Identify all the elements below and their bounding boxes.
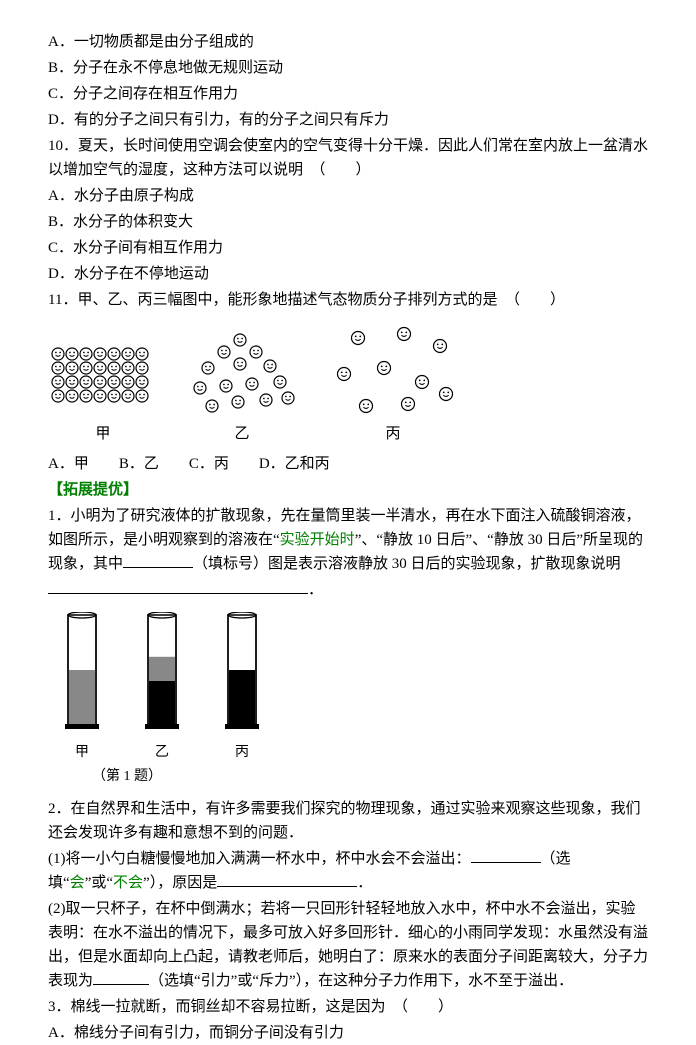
ext2-p1d: ”），原因是 [143, 875, 217, 891]
q-prev-opt-c: C．分子之间存在相互作用力 [48, 82, 648, 106]
q10-opt-a: A．水分子由原子构成 [48, 184, 648, 208]
q-prev-opt-a: A．一切物质都是由分子组成的 [48, 30, 648, 54]
ext2-p1a: (1)将一小勺白糖慢慢地加入满满一杯水中，杯中水会不会溢出： [48, 851, 471, 867]
q11-options: A．甲 B．乙 C．丙 D．乙和丙 [48, 452, 648, 476]
q10-opt-d: D．水分子在不停地运动 [48, 262, 648, 286]
ext1-stem: 1．小明为了研究液体的扩散现象，先在量筒里装一半清水，再在水下面注入硫酸铜溶液，… [48, 504, 648, 576]
ext1-cylinder-row: 甲 乙 丙 [64, 612, 648, 764]
cyl-yi-label: 乙 [144, 742, 180, 764]
ext2-blank2[interactable] [217, 872, 357, 887]
q11-fig-jia: 甲 [48, 344, 158, 446]
ext2-p2: (2)取一只杯子，在杯中倒满水；若将一只回形针轻轻地放入水中，杯中水不会溢出，实… [48, 897, 648, 993]
ext1-green: 实验开始时 [280, 532, 355, 548]
section-title: 【拓展提优】 [48, 478, 648, 502]
ext1-p1c: （填标号）图是表示溶液静放 30 日后的实验现象，扩散现象说明 [193, 556, 621, 572]
molecule-sparse-icon [326, 322, 460, 418]
ext1-caption: （第 1 题） [92, 766, 648, 788]
q11-fig-bing: 丙 [326, 322, 460, 446]
ext3-opt-a: A．棉线分子间有引力，而铜分子间没有引力 [48, 1021, 648, 1045]
cylinder-icon [64, 612, 100, 730]
ext2-p1c: ”或“ [85, 875, 113, 891]
ext1-p1d: ． [308, 582, 323, 598]
cylinder-icon [144, 612, 180, 730]
ext2-p2b: （选填“引力”或“斥力”），在这种分子力作用下，水不至于溢出． [149, 973, 573, 989]
q11-stem: 11．甲、乙、丙三幅图中，能形象地描述气态物质分子排列方式的是 （ ） [48, 288, 648, 312]
q11-fig-jia-label: 甲 [48, 422, 158, 446]
ext1-blank2[interactable] [48, 579, 308, 594]
q-prev-opt-b: B．分子在永不停息地做无规则运动 [48, 56, 648, 80]
q10-opt-b: B．水分子的体积变大 [48, 210, 648, 234]
ext2-intro: 2．在自然界和生活中，有许多需要我们探究的物理现象，通过实验来观察这些现象，我们… [48, 797, 648, 845]
cyl-bing-label: 丙 [224, 742, 260, 764]
q-prev-opt-d: D．有的分子之间只有引力，有的分子之间只有斥力 [48, 108, 648, 132]
ext3-stem: 3．棉线一拉就断，而铜丝却不容易拉断，这是因为 （ ） [48, 995, 648, 1019]
ext2-p1e: ． [357, 875, 372, 891]
ext2-green1: 会 [70, 875, 85, 891]
cyl-bing: 丙 [224, 612, 260, 764]
ext1-blank1[interactable] [123, 553, 193, 568]
cyl-yi: 乙 [144, 612, 180, 764]
q10-stem: 10．夏天，长时间使用空调会使室内的空气变得十分干燥．因此人们常在室内放上一盆清… [48, 134, 648, 182]
q11-fig-yi-label: 乙 [186, 422, 298, 446]
cyl-jia: 甲 [64, 612, 100, 764]
ext2-p1: (1)将一小勺白糖慢慢地加入满满一杯水中，杯中水会不会溢出：（选填“会”或“不会… [48, 847, 648, 895]
cyl-jia-label: 甲 [64, 742, 100, 764]
q11-figure-row: 甲 乙 丙 [48, 322, 648, 446]
molecule-cluster-icon [186, 328, 298, 418]
q10-opt-c: C．水分子间有相互作用力 [48, 236, 648, 260]
ext2-green2: 不会 [113, 875, 143, 891]
ext2-blank1[interactable] [471, 848, 541, 863]
molecule-grid-icon [48, 344, 158, 418]
ext1-stem-cont: ． [48, 578, 648, 602]
q11-fig-yi: 乙 [186, 328, 298, 446]
q11-fig-bing-label: 丙 [326, 422, 460, 446]
cylinder-icon [224, 612, 260, 730]
